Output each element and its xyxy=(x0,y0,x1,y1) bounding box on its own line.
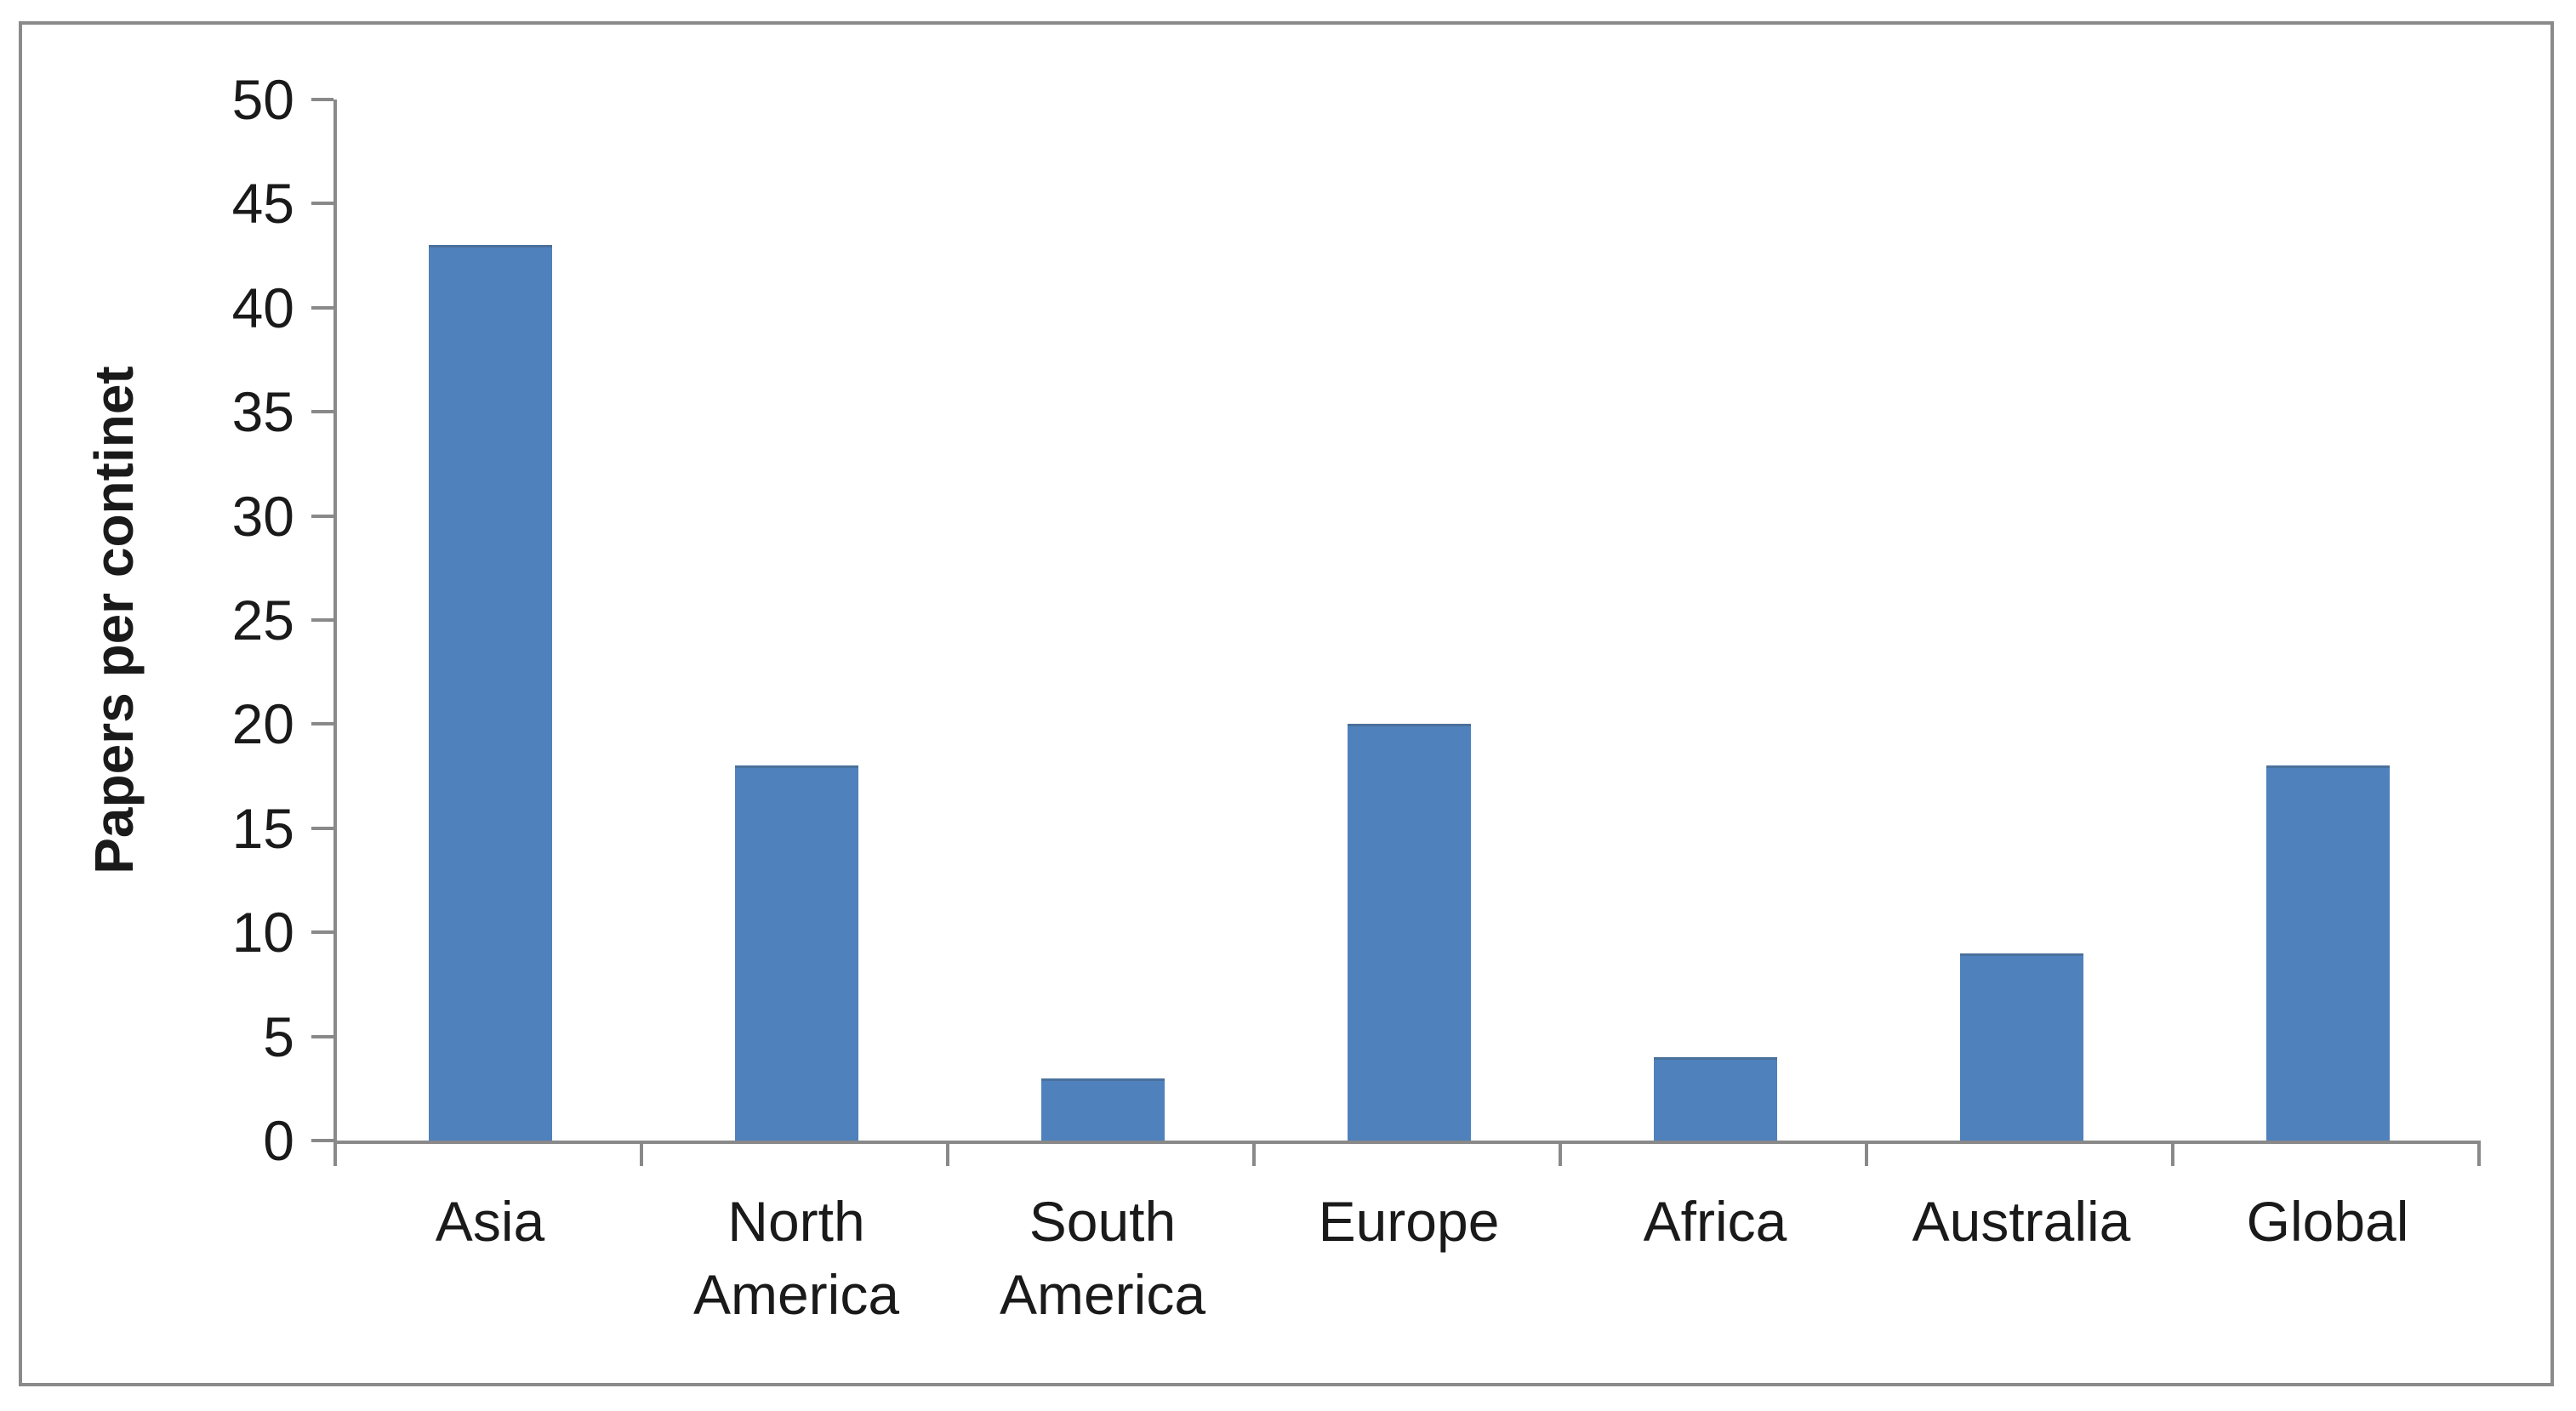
x-tick-2 xyxy=(946,1144,949,1166)
x-category-label-asia: Asia xyxy=(435,1190,545,1253)
bar-asia xyxy=(428,245,552,1141)
y-tick-15 xyxy=(311,826,333,830)
y-tick-45 xyxy=(311,202,333,206)
y-tick-label-50: 50 xyxy=(231,68,294,131)
x-tick-1 xyxy=(640,1144,643,1166)
x-tick-0 xyxy=(333,1144,337,1166)
y-tick-label-40: 40 xyxy=(231,276,294,339)
x-category-label-global: Global xyxy=(2246,1190,2409,1253)
x-tick-6 xyxy=(2171,1144,2174,1166)
x-category-label-europe: Europe xyxy=(1318,1190,1500,1253)
bar-australia xyxy=(1959,953,2083,1141)
x-category-label-north-america: North America xyxy=(692,1190,900,1326)
y-tick-30 xyxy=(311,514,333,518)
x-category-label-south-america: South America xyxy=(999,1190,1206,1326)
x-tick-5 xyxy=(1865,1144,1868,1166)
y-tick-label-35: 35 xyxy=(231,380,294,444)
y-tick-label-5: 5 xyxy=(263,1004,294,1068)
y-tick-label-20: 20 xyxy=(231,692,294,756)
y-tick-35 xyxy=(311,410,333,414)
plot-area: Papers per continet 0 5 10 15 20 25 30 35 40 45 50… xyxy=(22,25,2550,1383)
y-tick-5 xyxy=(311,1034,333,1038)
y-tick-10 xyxy=(311,930,333,935)
y-tick-40 xyxy=(311,305,333,310)
y-tick-label-15: 15 xyxy=(231,796,294,860)
y-tick-label-25: 25 xyxy=(231,589,294,651)
x-tick-4 xyxy=(1559,1144,1562,1166)
bar-europe xyxy=(1347,724,1471,1141)
y-tick-0 xyxy=(311,1139,333,1142)
bar-africa xyxy=(1653,1057,1777,1141)
bar-global xyxy=(2265,765,2390,1141)
x-axis-line xyxy=(333,1141,2481,1144)
y-tick-25 xyxy=(311,618,333,622)
x-tick-3 xyxy=(1252,1144,1256,1166)
y-tick-label-10: 10 xyxy=(231,901,294,964)
bar-south-america xyxy=(1040,1078,1165,1141)
x-category-label-africa: Africa xyxy=(1643,1190,1787,1253)
x-category-label-australia: Australia xyxy=(1912,1190,2131,1253)
chart-frame: Papers per continet 0 5 10 15 20 25 30 35 40 45 50… xyxy=(19,21,2554,1386)
y-tick-label-30: 30 xyxy=(231,484,294,548)
x-tick-7 xyxy=(2477,1144,2481,1166)
y-tick-label-0: 0 xyxy=(263,1109,294,1172)
bar-north-america xyxy=(734,765,858,1141)
y-tick-50 xyxy=(311,98,333,101)
y-axis-line xyxy=(333,100,337,1166)
y-tick-label-45: 45 xyxy=(231,172,294,236)
y-tick-20 xyxy=(311,722,333,726)
